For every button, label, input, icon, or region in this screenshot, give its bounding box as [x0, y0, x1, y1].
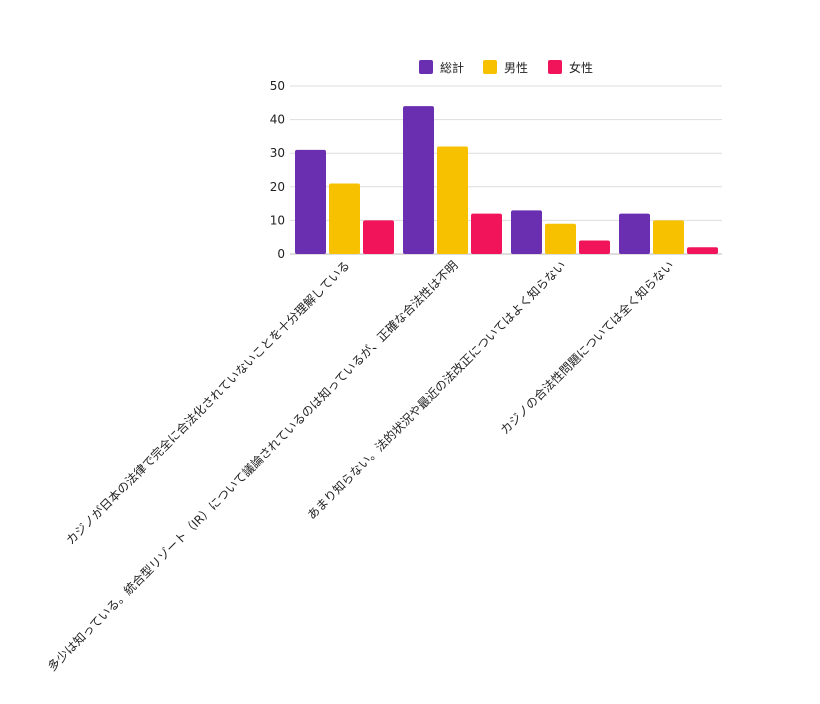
y-tick-label: 0 — [277, 247, 285, 261]
legend-item[interactable]: 女性 — [548, 60, 593, 75]
legend: 総計 男性 女性 — [419, 60, 593, 75]
bar[interactable] — [579, 240, 610, 254]
bar[interactable] — [653, 220, 684, 254]
legend-swatch — [483, 60, 497, 74]
legend-item[interactable]: 男性 — [483, 60, 528, 75]
bar[interactable] — [511, 210, 542, 254]
y-tick-label: 30 — [270, 146, 285, 160]
x-axis: カジノが日本の法律で完全に合法化されていないことを十分理解している多少は知ってい… — [44, 258, 676, 674]
bar[interactable] — [403, 106, 434, 254]
legend-swatch — [419, 60, 433, 74]
legend-item[interactable]: 総計 — [419, 60, 464, 75]
bar[interactable] — [687, 247, 718, 254]
bar[interactable] — [545, 223, 576, 254]
bar[interactable] — [619, 213, 650, 254]
x-category-label: あまり知らない。法的状況や最近の法改正についてはよく知らない — [304, 258, 569, 523]
bar[interactable] — [471, 213, 502, 254]
legend-label: 女性 — [569, 60, 593, 75]
y-tick-label: 40 — [270, 113, 285, 127]
legend-swatch — [548, 60, 562, 74]
gridlines — [290, 85, 722, 255]
bar[interactable] — [295, 149, 326, 254]
legend-label: 男性 — [504, 61, 528, 75]
y-tick-label: 50 — [270, 79, 285, 93]
x-category-label: 多少は知っている。統合型リゾート（IR）について議論されているのは知っているが、… — [44, 258, 460, 674]
y-tick-label: 10 — [270, 213, 285, 227]
bar[interactable] — [437, 146, 468, 254]
y-tick-label: 20 — [270, 180, 285, 194]
bar[interactable] — [329, 183, 360, 254]
bar[interactable] — [363, 220, 394, 254]
x-category-label: カジノの合法性問題については全く知らない — [497, 258, 677, 438]
bars — [295, 106, 718, 254]
y-axis: 0 10 20 30 40 50 — [270, 79, 285, 261]
legend-label: 総計 — [440, 60, 464, 75]
